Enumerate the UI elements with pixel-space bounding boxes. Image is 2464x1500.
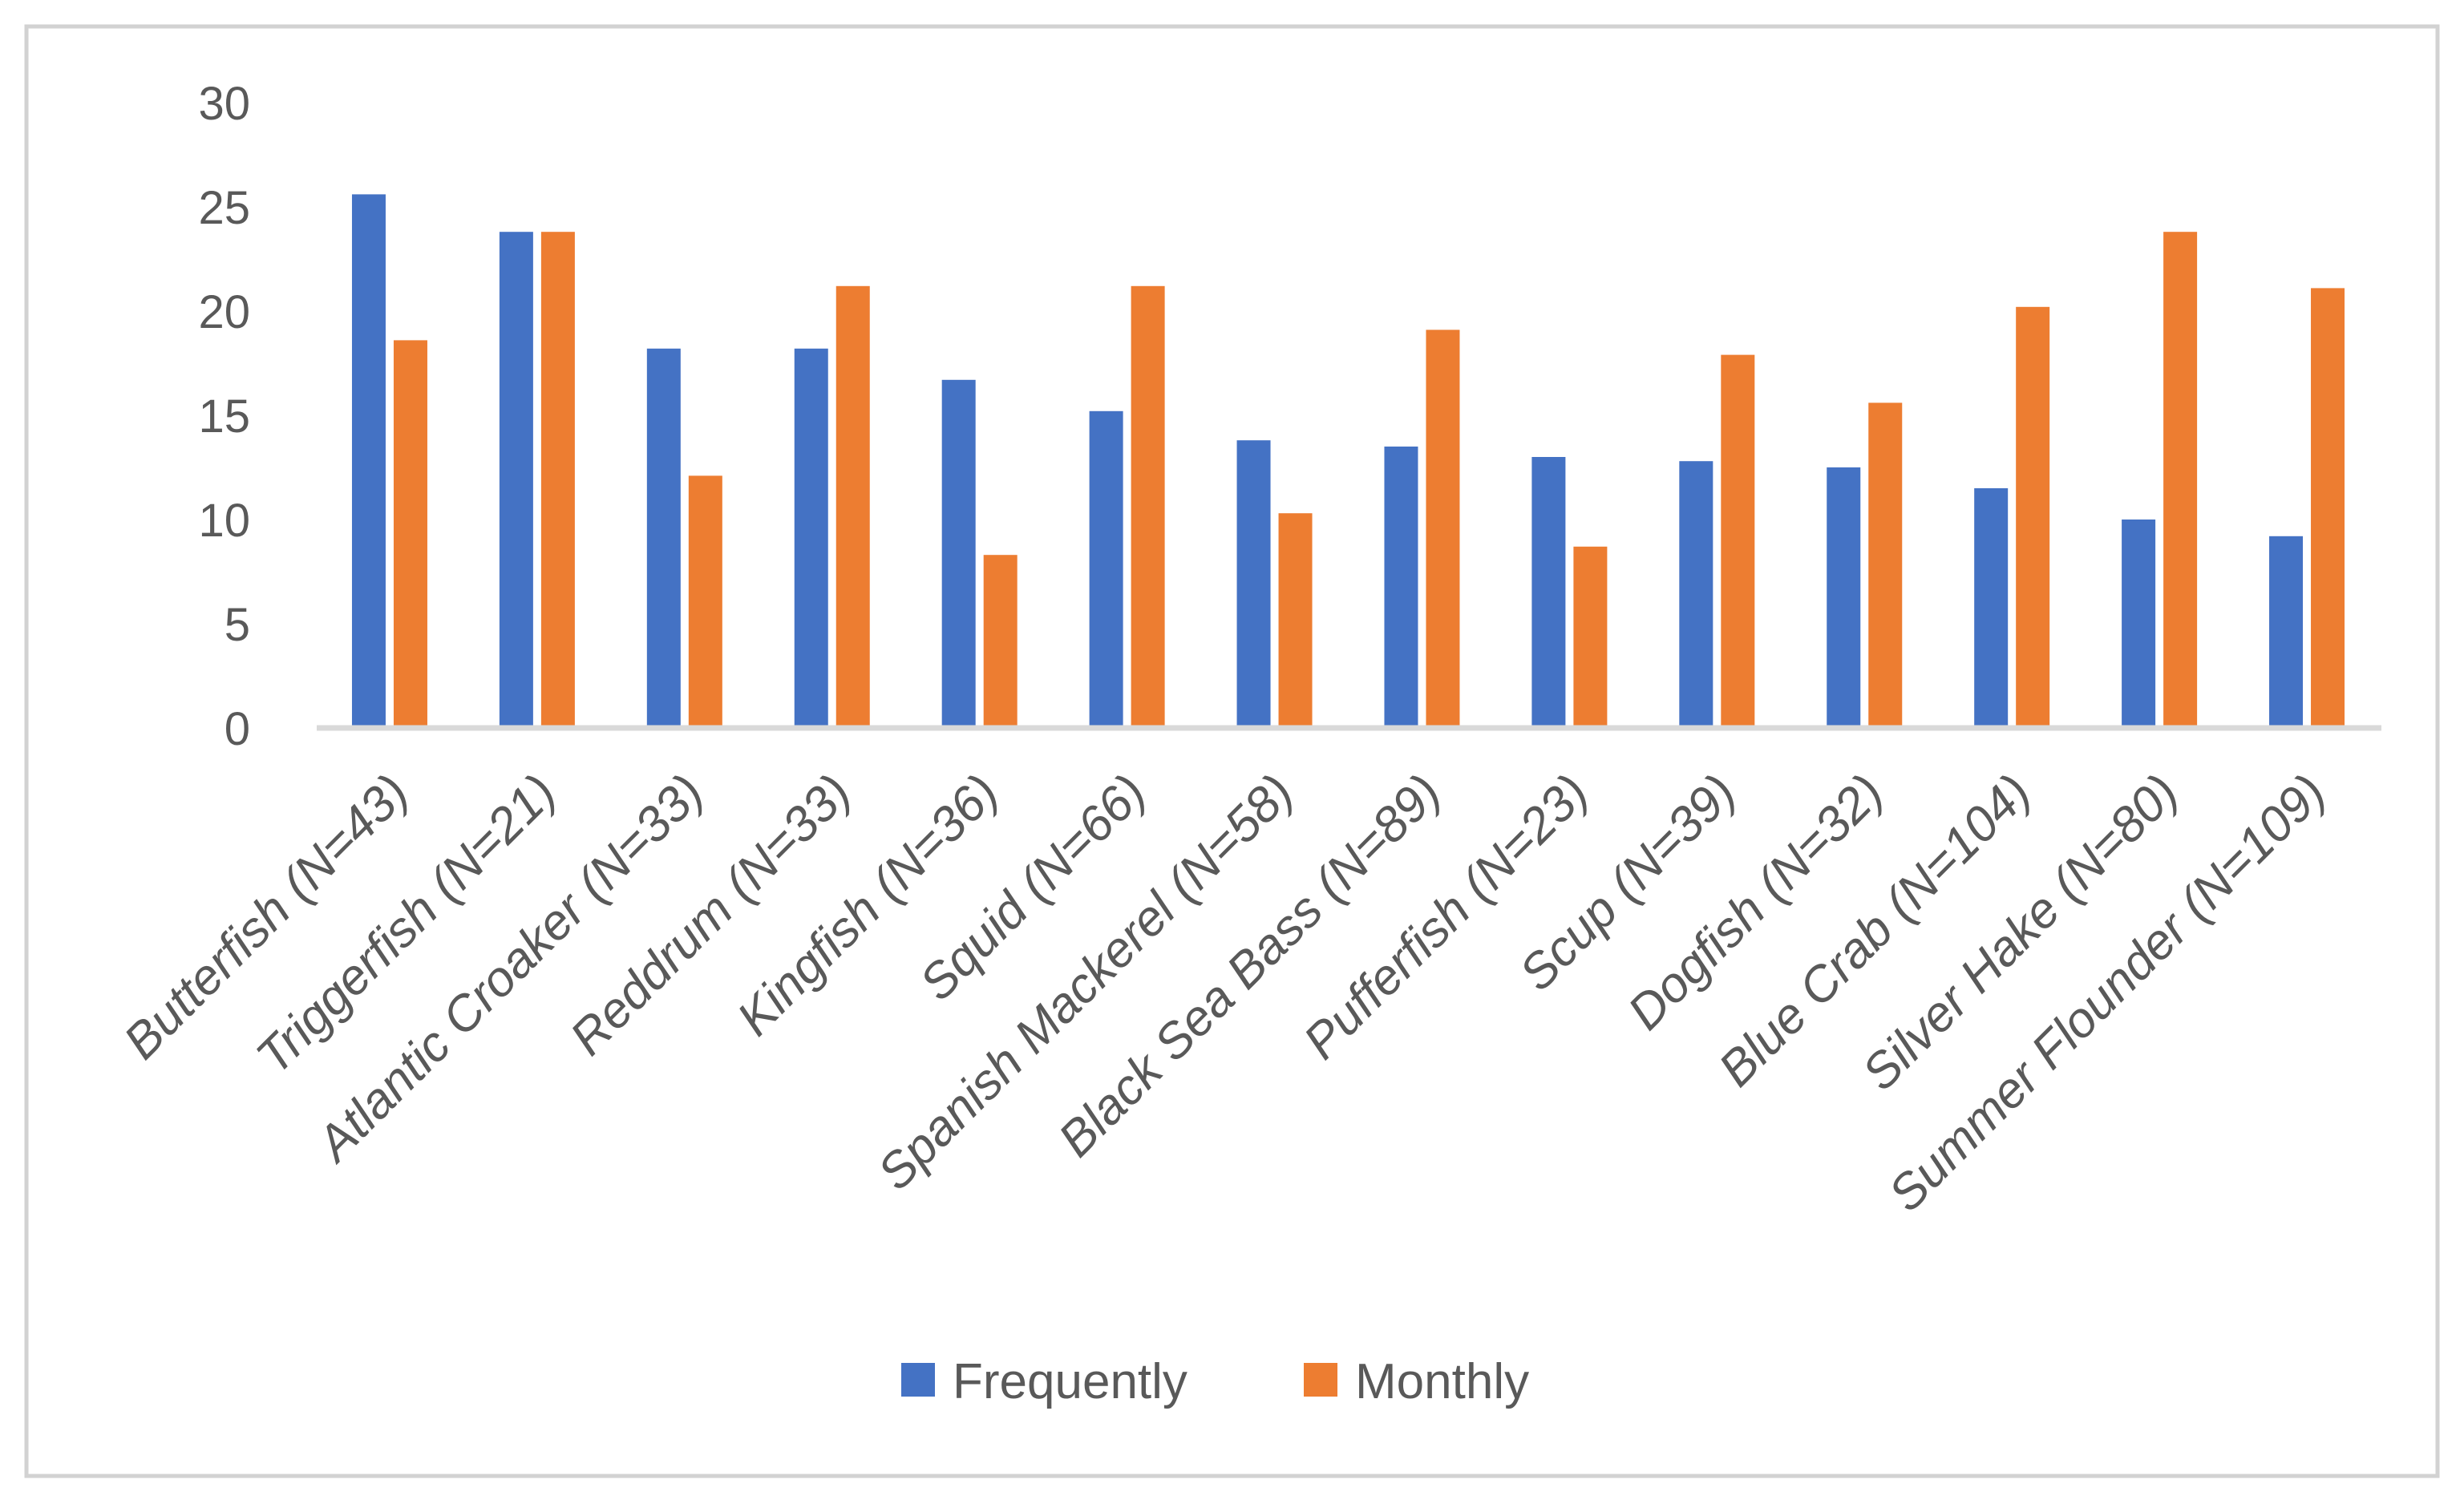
legend: Frequently Monthly: [901, 1354, 1529, 1409]
bar-frequently: [646, 348, 681, 728]
bar-monthly: [2311, 288, 2345, 728]
bar-monthly: [1868, 402, 1903, 728]
bar-monthly: [393, 340, 427, 728]
bar-monthly: [2163, 232, 2198, 728]
bar-monthly: [540, 232, 575, 728]
bar-frequently: [1089, 410, 1123, 728]
bar-frequently: [2269, 536, 2304, 728]
y-tick-label: 0: [225, 703, 250, 755]
x-category-label: Dogfish (N=32): [1617, 764, 1894, 1041]
y-tick-label: 20: [198, 286, 250, 338]
y-axis-tick-labels: 0 5 10 15 20 25 30: [198, 78, 250, 755]
bar-monthly: [1721, 354, 1755, 728]
bar-monthly: [1278, 513, 1313, 728]
legend-label-monthly: Monthly: [1355, 1354, 1529, 1409]
y-tick-label: 5: [225, 599, 250, 651]
bar-frequently: [794, 348, 828, 728]
bar-frequently: [1531, 457, 1566, 728]
bar-frequently: [2122, 520, 2156, 728]
bar-frequently: [1236, 440, 1271, 728]
x-category-label: Kingfish (N=36): [726, 764, 1009, 1046]
x-axis-category-labels: Butterfish (N=43)Triggerfish (N=21)Atlan…: [113, 764, 2336, 1222]
bar-monthly: [688, 475, 722, 728]
bar-frequently: [1384, 447, 1418, 728]
bar-frequently: [1974, 488, 2009, 728]
legend-swatch-frequently: [901, 1363, 935, 1397]
bar-monthly: [2016, 306, 2050, 728]
x-category-label: Butterfish (N=43): [113, 764, 419, 1069]
y-tick-label: 15: [198, 390, 250, 443]
bar-monthly: [835, 285, 870, 728]
y-tick-label: 10: [198, 495, 250, 547]
bar-frequently: [1827, 467, 1861, 728]
bar-frequently: [351, 194, 386, 728]
legend-swatch-monthly: [1304, 1363, 1337, 1397]
x-category-label: Pufferfish (N=23): [1293, 764, 1599, 1069]
bar-frequently: [941, 379, 976, 728]
bar-monthly: [1426, 330, 1460, 728]
x-category-label: Reddrum (N=33): [560, 764, 862, 1066]
plot-bars: [351, 194, 2345, 728]
legend-label-frequently: Frequently: [953, 1354, 1187, 1409]
bar-monthly: [1131, 285, 1165, 728]
bar-frequently: [1679, 461, 1713, 728]
y-tick-label: 25: [198, 182, 250, 234]
bar-frequently: [499, 232, 533, 728]
y-tick-label: 30: [198, 78, 250, 130]
bar-monthly: [1573, 546, 1608, 728]
bar-monthly: [983, 555, 1018, 728]
chart-border: [24, 24, 2440, 1478]
